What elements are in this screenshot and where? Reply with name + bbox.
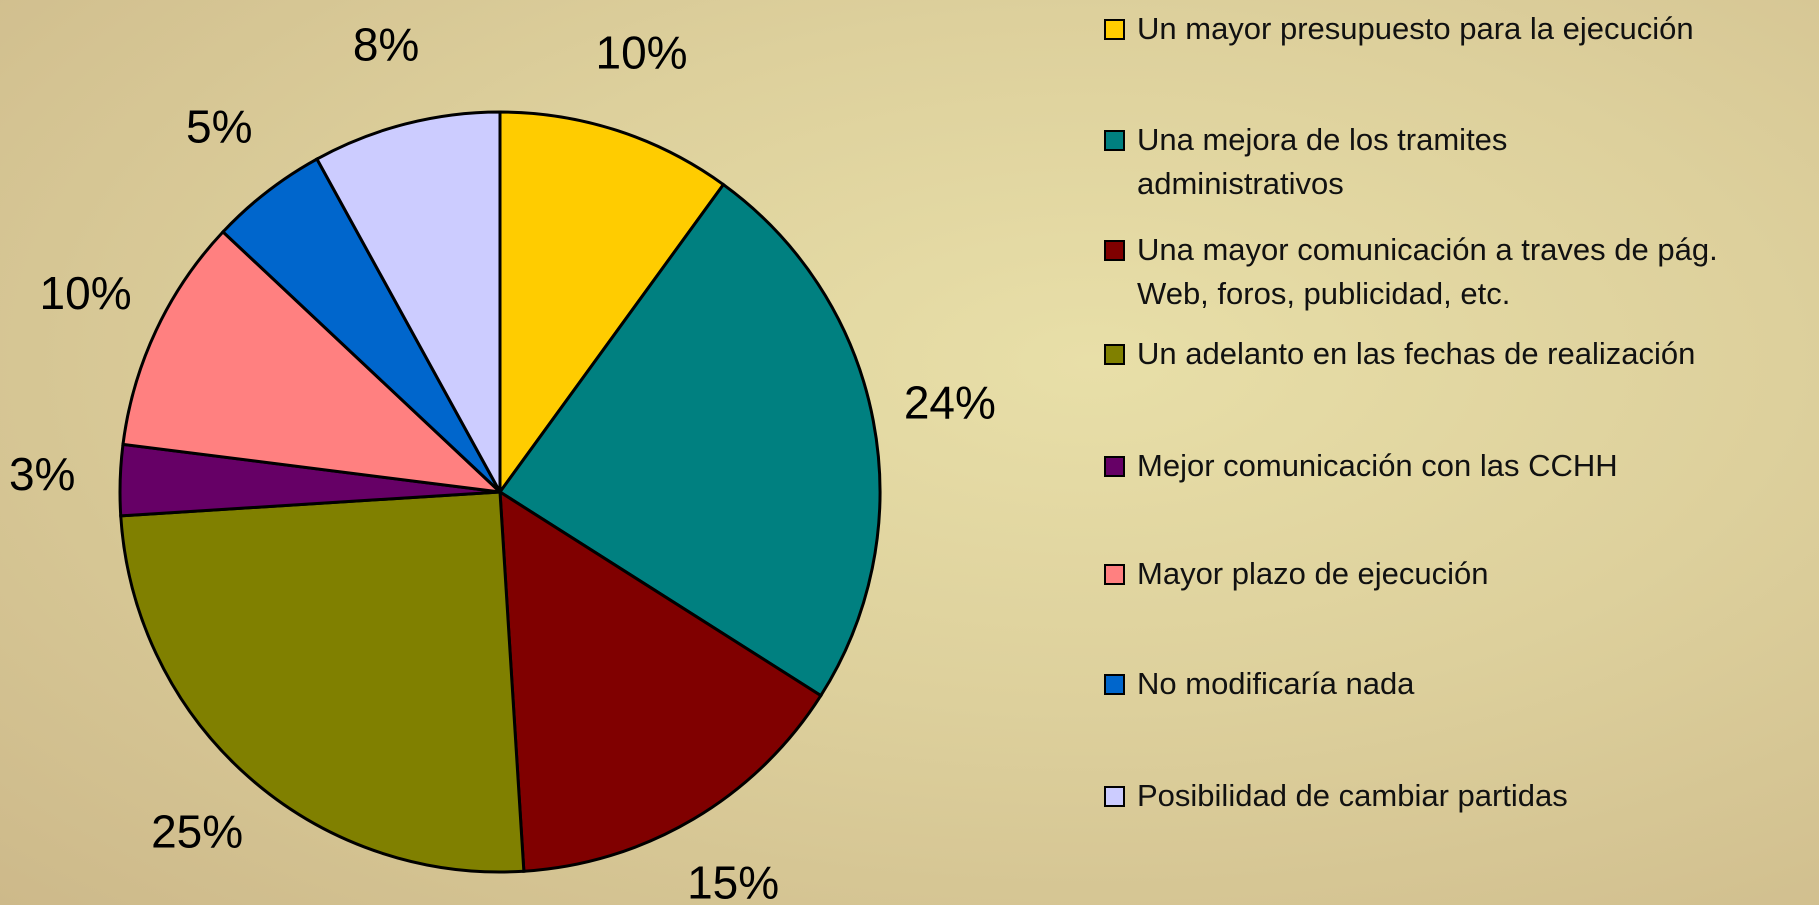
legend-label: Mayor plazo de ejecución (1137, 556, 1489, 591)
legend-item: No modificaría nada (1104, 662, 1804, 706)
pie-slice (119, 490, 526, 874)
value-label: 10% (595, 27, 687, 79)
pie-slice (498, 489, 823, 873)
legend-label: Mejor comunicación con las CCHH (1137, 448, 1618, 483)
pie-slice (121, 229, 505, 495)
legend-swatch (1104, 130, 1125, 151)
value-label: 10% (40, 267, 132, 319)
value-label: 5% (186, 100, 252, 152)
legend-swatch (1104, 344, 1125, 365)
legend-item: Mayor plazo de ejecución (1104, 552, 1804, 596)
pie-slice (497, 182, 882, 698)
legend-item: Mejor comunicación con las CCHH (1104, 444, 1804, 488)
value-label: 24% (904, 376, 996, 428)
legend-item: Una mayor comunicación a traves de pág. … (1104, 228, 1744, 316)
legend-item: Un adelanto en las fechas de realización (1104, 332, 1804, 376)
legend-swatch (1104, 19, 1125, 40)
legend-item: Un mayor presupuesto para la ejecución (1104, 7, 1804, 51)
value-label: 8% (353, 19, 419, 71)
legend-label: Una mejora de los tramites administrativ… (1137, 122, 1508, 201)
legend-label: Un adelanto en las fechas de realización (1137, 336, 1696, 371)
legend-label: Posibilidad de cambiar partidas (1137, 778, 1568, 813)
legend-swatch (1104, 674, 1125, 695)
value-label: 15% (687, 856, 779, 905)
legend-label: Una mayor comunicación a traves de pág. … (1137, 232, 1718, 311)
legend-item: Posibilidad de cambiar partidas (1104, 774, 1804, 818)
value-label: 3% (9, 448, 75, 500)
legend-label: Un mayor presupuesto para la ejecución (1137, 11, 1694, 46)
legend-swatch (1104, 456, 1125, 477)
pie-slice (314, 110, 502, 493)
legend-swatch (1104, 240, 1125, 261)
legend-label: No modificaría nada (1137, 666, 1415, 701)
legend-item: Una mejora de los tramites administrativ… (1104, 118, 1564, 206)
legend-swatch (1104, 786, 1125, 807)
legend-swatch (1104, 564, 1125, 585)
pie-slice (498, 110, 726, 497)
value-label: 25% (151, 806, 243, 858)
